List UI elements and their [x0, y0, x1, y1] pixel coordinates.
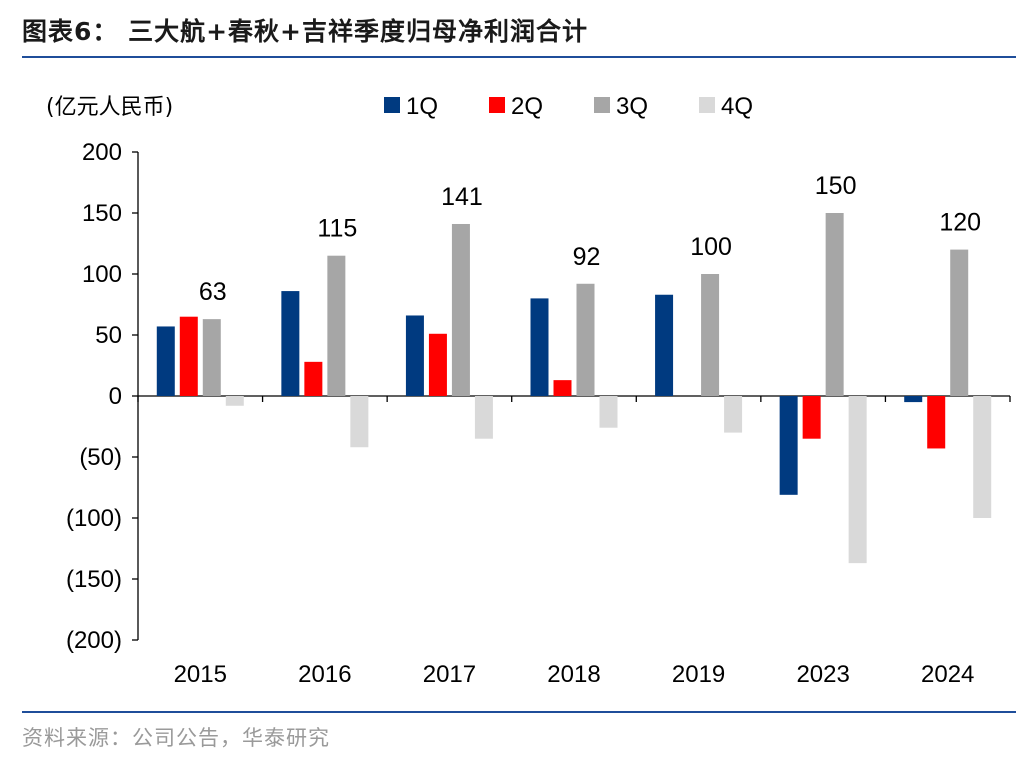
- data-label: 92: [573, 243, 601, 271]
- legend-swatch-4q: [699, 97, 715, 113]
- bar-2q-2018: [553, 380, 572, 396]
- source-note: 资料来源：公司公告，华泰研究: [22, 726, 330, 750]
- y-tick-label: 150: [82, 200, 122, 227]
- bars: [156, 213, 992, 564]
- x-tick-label: 2017: [423, 661, 476, 688]
- legend-swatch-3q: [594, 97, 610, 113]
- x-tick-label: 2015: [174, 661, 227, 688]
- y-tick-label: (100): [66, 505, 122, 532]
- legend-label-1q: 1Q: [406, 93, 438, 120]
- bar-1q-2019: [655, 294, 674, 396]
- bar-4q-2018: [599, 396, 618, 428]
- bar-3q-2015: [202, 319, 221, 396]
- data-label: 63: [199, 278, 227, 306]
- bar-1q-2024: [904, 396, 923, 403]
- bar-1q-2018: [530, 298, 549, 396]
- legend-swatch-2q: [489, 97, 505, 113]
- bar-4q-2015: [225, 396, 244, 406]
- bar-3q-2016: [327, 255, 346, 396]
- y-tick-label: 50: [95, 322, 122, 349]
- y-tick-label: 100: [82, 261, 122, 288]
- y-tick-label: (150): [66, 566, 122, 593]
- legend-label-2q: 2Q: [511, 93, 543, 120]
- data-label: 115: [317, 215, 357, 243]
- y-tick-label: 0: [109, 383, 122, 410]
- data-labels: 63 115 141 92 100 150 120: [199, 172, 981, 306]
- axes: 200 150 100 50 0 (50) (100) (150) (200) 2015 2016 2…: [66, 139, 1011, 688]
- data-label: 141: [441, 183, 483, 211]
- x-tick-label: 2018: [547, 661, 600, 688]
- legend-swatch-1q: [384, 97, 400, 113]
- bar-2q-2017: [428, 333, 447, 396]
- data-label: 120: [939, 209, 981, 237]
- bar-1q-2015: [156, 326, 175, 396]
- bar-4q-2023: [848, 396, 867, 564]
- y-tick-label: (50): [79, 444, 122, 471]
- y-tick-label: 200: [82, 139, 122, 166]
- bar-2q-2024: [927, 396, 946, 449]
- bar-1q-2016: [281, 291, 300, 396]
- bar-2q-2015: [179, 316, 198, 396]
- bar-3q-2018: [576, 283, 595, 396]
- legend-label-3q: 3Q: [616, 93, 648, 120]
- bar-3q-2019: [701, 274, 720, 396]
- bar-chart: 200 150 100 50 0 (50) (100) (150) (200) 2015 2016 2…: [46, 93, 1011, 688]
- bar-2q-2016: [304, 361, 323, 396]
- footer-divider: [22, 711, 1016, 713]
- data-label: 100: [690, 233, 732, 261]
- bar-1q-2017: [405, 315, 424, 396]
- title-divider: [22, 56, 1016, 58]
- x-tick-label: 2019: [672, 661, 725, 688]
- bar-2q-2023: [802, 396, 821, 439]
- bar-4q-2024: [973, 396, 992, 518]
- bar-4q-2019: [724, 396, 743, 433]
- legend-label-4q: 4Q: [721, 93, 753, 120]
- x-tick-label: 2024: [921, 661, 974, 688]
- bar-4q-2016: [350, 396, 369, 448]
- legend: 1Q 2Q 3Q 4Q: [384, 93, 753, 120]
- bar-3q-2017: [451, 223, 470, 396]
- y-tick-label: (200): [66, 627, 122, 654]
- bar-1q-2023: [779, 396, 798, 495]
- bar-3q-2024: [950, 249, 969, 396]
- bar-3q-2023: [825, 213, 844, 396]
- y-unit-label: (亿元人民币): [46, 95, 173, 120]
- x-tick-label: 2016: [298, 661, 351, 688]
- x-tick-label: 2023: [796, 661, 849, 688]
- bar-4q-2017: [474, 396, 493, 439]
- data-label: 150: [815, 172, 857, 200]
- figure-title: 图表6： 三大航+春秋+吉祥季度归母净利润合计: [22, 17, 588, 46]
